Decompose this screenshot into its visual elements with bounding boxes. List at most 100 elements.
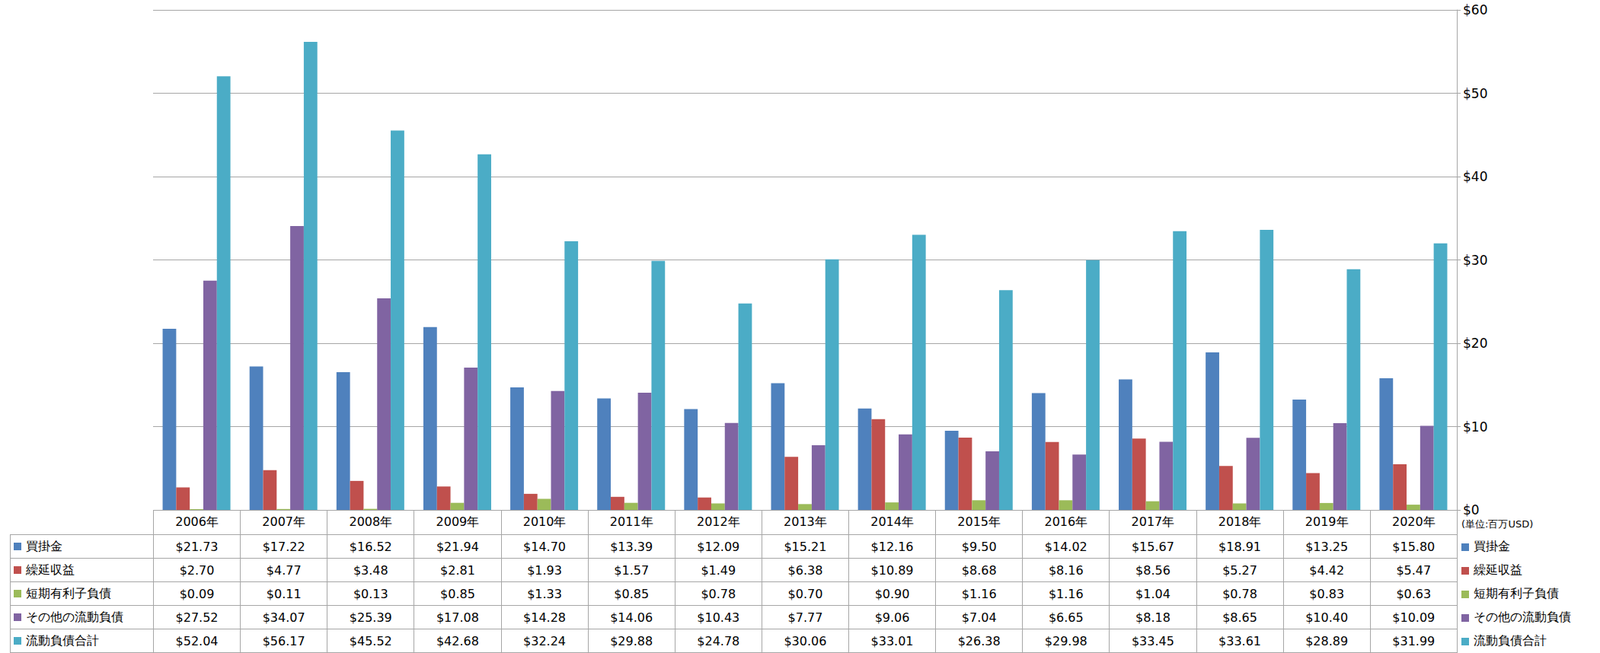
html-text:$33.61: $33.61 (1218, 633, 1262, 649)
html-text:$0.63: $0.63 (1396, 586, 1432, 602)
html-text:$4.77: $4.77 (266, 563, 302, 578)
html-text:$0.83: $0.83 (1309, 586, 1345, 602)
html-text:$6.38: $6.38 (787, 563, 823, 578)
html-text:$15.67: $15.67 (1131, 539, 1175, 555)
html-text:$5.47: $5.47 (1396, 563, 1432, 578)
html-text:$17.08: $17.08 (436, 610, 479, 625)
html-text:$0.78: $0.78 (1222, 586, 1258, 602)
svg-text:$30: $30 (1462, 252, 1488, 269)
html-text:短期有利子負債: 短期有利子負債 (25, 586, 112, 601)
html-text:$0.85: $0.85 (440, 586, 476, 602)
html-text:$16.52: $16.52 (349, 539, 393, 555)
html-text:2011年: 2011年 (609, 514, 654, 530)
html-text:繰延収益: 繰延収益 (25, 562, 75, 577)
html-text:$52.04: $52.04 (175, 633, 219, 649)
html-text:2019年: 2019年 (1305, 514, 1349, 530)
html-text:$26.38: $26.38 (957, 633, 1001, 649)
html-text:$15.80: $15.80 (1392, 539, 1435, 555)
svg-text:$10: $10 (1462, 419, 1488, 435)
html-text:$30.06: $30.06 (783, 633, 827, 649)
html-text:$21.94: $21.94 (436, 539, 479, 555)
html-text:2013年: 2013年 (783, 514, 827, 530)
html-text:$14.70: $14.70 (523, 539, 566, 555)
html-text:$0.70: $0.70 (787, 586, 823, 602)
html-text:$24.78: $24.78 (697, 633, 740, 649)
html-text:$0.85: $0.85 (614, 586, 649, 602)
html-text:$18.91: $18.91 (1218, 539, 1262, 555)
html-text:繰延収益: 繰延収益 (1473, 562, 1523, 578)
html-text:その他の流動負債: その他の流動負債 (25, 609, 124, 625)
html-text:$28.89: $28.89 (1305, 633, 1349, 649)
html-text:$1.16: $1.16 (1048, 586, 1084, 602)
html-text:2015年: 2015年 (957, 514, 1001, 530)
svg-text:$50: $50 (1462, 86, 1488, 102)
html-text:$33.45: $33.45 (1131, 633, 1175, 649)
html-text:$29.98: $29.98 (1044, 633, 1088, 649)
html-text:$27.52: $27.52 (175, 610, 219, 625)
html-text:流動負債合計: 流動負債合計 (1473, 633, 1547, 649)
html-text:$9.06: $9.06 (874, 610, 910, 625)
html-text:$4.42: $4.42 (1309, 563, 1345, 578)
html-text:2006年: 2006年 (175, 514, 219, 530)
html-text:$1.57: $1.57 (614, 563, 649, 578)
html-text:$45.52: $45.52 (349, 633, 393, 649)
html-text:$12.09: $12.09 (697, 539, 740, 555)
html-text:$25.39: $25.39 (349, 610, 393, 625)
html-text:$7.77: $7.77 (787, 610, 823, 625)
html-text:$14.28: $14.28 (523, 610, 566, 625)
html-text:買掛金: 買掛金 (25, 538, 63, 554)
html-text:$42.68: $42.68 (436, 633, 479, 649)
html-text:$9.50: $9.50 (961, 539, 997, 555)
svg-text:$40: $40 (1462, 169, 1488, 185)
html-text:$15.21: $15.21 (783, 539, 827, 555)
html-text:2016年: 2016年 (1044, 514, 1088, 530)
html-text:2018年: 2018年 (1218, 514, 1262, 530)
html-text:$0.13: $0.13 (353, 586, 389, 602)
html-text:2014年: 2014年 (870, 514, 914, 530)
html-text:その他の流動負債: その他の流動負債 (1473, 609, 1572, 625)
html-text:2010年: 2010年 (522, 514, 567, 530)
html-text:$1.33: $1.33 (527, 586, 563, 602)
html-text:$1.93: $1.93 (527, 563, 563, 578)
html-text:$17.22: $17.22 (262, 539, 306, 555)
html-text:$14.02: $14.02 (1044, 539, 1088, 555)
html-text:$5.27: $5.27 (1222, 563, 1258, 578)
html-text:$3.48: $3.48 (353, 563, 389, 578)
html-text:$7.04: $7.04 (961, 610, 997, 625)
html-text:$0.78: $0.78 (700, 586, 736, 602)
html-text:$10.43: $10.43 (697, 610, 740, 625)
html-text:$10.89: $10.89 (870, 563, 914, 578)
html-text:$0.11: $0.11 (266, 586, 302, 602)
html-text:$8.68: $8.68 (961, 563, 997, 578)
html-text:$31.99: $31.99 (1392, 633, 1435, 649)
html-text:$32.24: $32.24 (523, 633, 566, 649)
html-text:$13.39: $13.39 (610, 539, 653, 555)
html-text:$34.07: $34.07 (262, 610, 306, 625)
html-text:$2.81: $2.81 (440, 563, 476, 578)
html-text:2012年: 2012年 (696, 514, 740, 530)
svg-text:$60: $60 (1462, 2, 1488, 18)
html-text:$56.17: $56.17 (262, 633, 306, 649)
html-text:$1.49: $1.49 (700, 563, 736, 578)
html-text:$8.16: $8.16 (1048, 563, 1084, 578)
html-text:$8.56: $8.56 (1135, 563, 1171, 578)
html-text:$21.73: $21.73 (175, 539, 219, 555)
svg-text:$20: $20 (1462, 335, 1488, 352)
svg-text:$0: $0 (1462, 502, 1480, 518)
html-text:$14.06: $14.06 (610, 610, 653, 625)
html-text:$2.70: $2.70 (179, 563, 215, 578)
html-text:$6.65: $6.65 (1048, 610, 1084, 625)
html-text:2009年: 2009年 (436, 514, 480, 530)
html-text:$29.88: $29.88 (610, 633, 653, 649)
html-text:2007年: 2007年 (262, 514, 306, 530)
html-text:$12.16: $12.16 (870, 539, 914, 555)
html-text:$0.90: $0.90 (874, 586, 910, 602)
html-text:$13.25: $13.25 (1305, 539, 1349, 555)
html-text:$1.04: $1.04 (1135, 586, 1171, 602)
html-text:$33.01: $33.01 (870, 633, 914, 649)
html-text:2020年: 2020年 (1392, 514, 1436, 530)
html-text:$1.16: $1.16 (961, 586, 997, 602)
html-text:$0.09: $0.09 (179, 586, 215, 602)
html-text:2017年: 2017年 (1131, 514, 1175, 530)
html-text:2008年: 2008年 (349, 514, 393, 530)
